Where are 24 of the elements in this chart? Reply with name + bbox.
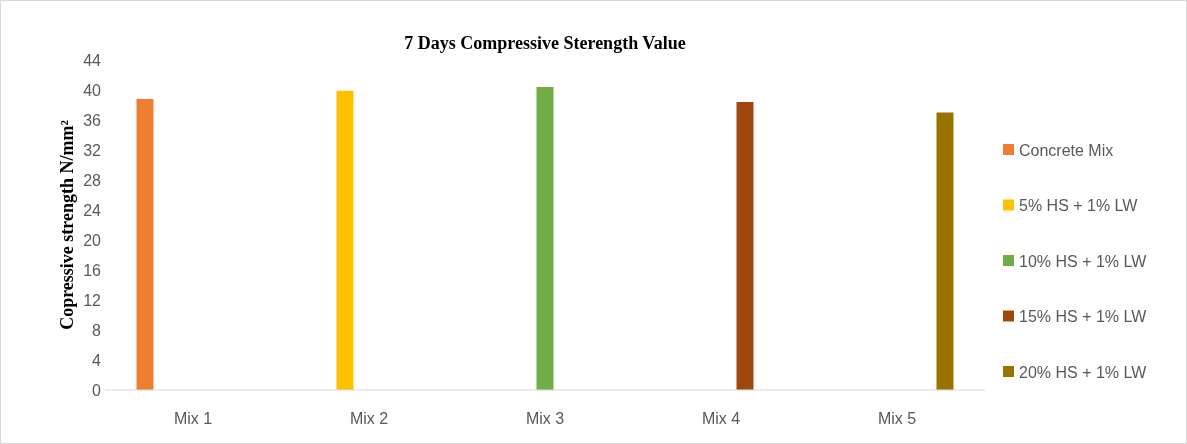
y-tick-label: 44 xyxy=(83,51,102,69)
x-tick-label: Mix 3 xyxy=(525,410,565,427)
x-tick-label: Mix 4 xyxy=(701,410,741,427)
legend-label: 10% HS + 1% LW xyxy=(1019,252,1148,270)
y-tick-label: 40 xyxy=(83,81,102,99)
chart-title: 7 Days Compressive Sterength Value xyxy=(404,33,686,53)
y-axis-title: Copressive strength N/mm² xyxy=(57,120,77,330)
x-tick-label: Mix 5 xyxy=(877,410,917,427)
x-tick-label: Mix 1 xyxy=(173,410,213,427)
x-tick-label: Mix 2 xyxy=(349,410,389,427)
y-tick-label: 24 xyxy=(83,201,102,219)
y-tick-label: 32 xyxy=(83,141,102,159)
legend-label: Concrete Mix xyxy=(1019,141,1114,159)
y-tick-label: 0 xyxy=(92,381,102,399)
y-tick-label: 28 xyxy=(83,171,102,189)
y-tick-label: 12 xyxy=(83,291,102,309)
legend-label: 5% HS + 1% LW xyxy=(1019,197,1139,215)
legend-label: 20% HS + 1% LW xyxy=(1019,363,1148,381)
y-tick-label: 4 xyxy=(92,351,102,369)
y-tick-label: 20 xyxy=(83,231,102,249)
y-tick-label: 8 xyxy=(92,321,102,339)
y-tick-label: 36 xyxy=(83,111,102,129)
legend-label: 15% HS + 1% LW xyxy=(1019,308,1148,326)
y-tick-label: 16 xyxy=(83,261,102,279)
